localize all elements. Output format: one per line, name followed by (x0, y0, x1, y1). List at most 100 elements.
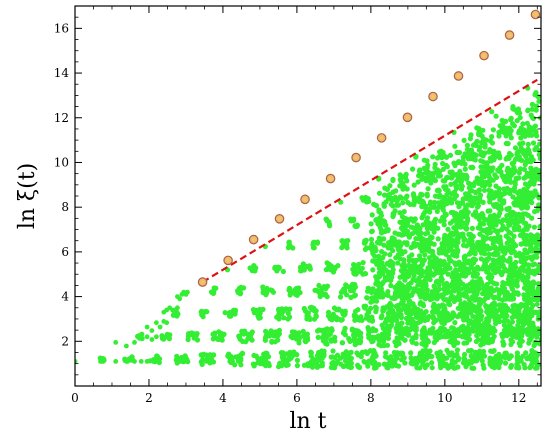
scatter-point (531, 168, 536, 173)
scatter-point (437, 270, 442, 275)
scatter-point (336, 317, 341, 322)
scatter-point (394, 326, 399, 331)
scatter-point (477, 196, 482, 201)
scatter-point (241, 331, 246, 336)
scatter-point (472, 315, 477, 320)
scatter-point (506, 236, 511, 241)
scatter-point (530, 107, 535, 112)
scatter-point (452, 260, 457, 265)
scatter-point (263, 329, 268, 334)
scatter-point (452, 253, 457, 258)
scatter-point (430, 365, 435, 370)
scatter-point (441, 316, 446, 321)
scatter-point (396, 364, 401, 369)
scatter-point (287, 353, 292, 358)
scatter-point (471, 323, 476, 328)
scatter-point (468, 250, 473, 255)
scatter-point (485, 231, 490, 236)
scatter-point (443, 187, 448, 192)
scatter-point (438, 328, 443, 333)
scatter-point (529, 257, 534, 262)
scatter-point (395, 283, 400, 288)
scatter-point (260, 284, 265, 289)
scatter-point (441, 292, 446, 297)
scatter-point (471, 196, 476, 201)
scatter-point (481, 234, 486, 239)
scatter-point (414, 359, 419, 364)
scatter-point (511, 225, 516, 230)
scatter-point (452, 320, 457, 325)
scatter-point (430, 235, 435, 240)
scatter-point (465, 143, 470, 148)
scatter-point (411, 202, 416, 207)
scatter-point (295, 363, 300, 368)
scatter-point (327, 223, 332, 228)
scatter-point (459, 187, 464, 192)
scatter-point (331, 312, 336, 317)
scatter-point (505, 168, 510, 173)
scatter-point (474, 297, 479, 302)
scatter-point (462, 138, 467, 143)
scatter-point (411, 241, 416, 246)
scatter-point (533, 132, 538, 137)
scatter-point (526, 131, 531, 136)
scatter-point (445, 175, 450, 180)
scatter-point (204, 309, 209, 314)
scatter-point (211, 359, 216, 364)
scatter-point (456, 275, 461, 280)
scatter-point (503, 361, 508, 366)
scatter-point (519, 147, 524, 152)
scatter-point (494, 222, 499, 227)
y-axis-title: ln ξ(t) (15, 163, 40, 229)
scatter-point (479, 351, 484, 356)
scatter-point (474, 333, 479, 338)
scatter-point (492, 300, 497, 305)
scatter-point (363, 271, 368, 276)
scatter-point (486, 209, 491, 214)
scatter-point (369, 229, 374, 234)
scatter-point (508, 296, 513, 301)
scatter-point (481, 341, 486, 346)
scatter-point (498, 359, 503, 364)
scatter-point (370, 212, 375, 217)
scatter-point (383, 350, 388, 355)
scatter-point (480, 128, 485, 133)
scatter-point (230, 359, 235, 364)
scatter-point (464, 286, 469, 291)
scatter-point (461, 341, 466, 346)
scatter-point (513, 145, 518, 150)
scatter-point (488, 277, 493, 282)
scatter-point (519, 359, 524, 364)
scatter-point (263, 335, 268, 340)
scatter-point (418, 301, 423, 306)
scatter-point (524, 304, 529, 309)
scatter-point (400, 181, 405, 186)
scatter-point (496, 296, 501, 301)
scatter-point (500, 173, 505, 178)
scatter-point (532, 178, 537, 183)
scatter-point (395, 245, 400, 250)
scatter-point (396, 252, 401, 257)
scatter-point (384, 362, 389, 367)
scatter-point (541, 289, 546, 294)
scatter-point (397, 239, 402, 244)
scatter-point (387, 183, 392, 188)
scatter-point (360, 350, 365, 355)
scatter-point (427, 255, 432, 260)
scatter-point (544, 342, 549, 347)
scatter-point (425, 240, 430, 245)
envelope-marker (454, 72, 462, 80)
scatter-point (501, 130, 506, 135)
scatter-point (460, 232, 465, 237)
scatter-point (532, 327, 537, 332)
scatter-point (400, 187, 405, 192)
scatter-point (468, 309, 473, 314)
scatter-point (442, 233, 447, 238)
scatter-point (430, 310, 435, 315)
scatter-point (281, 269, 286, 274)
scatter-point (547, 336, 550, 341)
scatter-point (463, 167, 468, 172)
scatter-point (275, 333, 280, 338)
scatter-point (444, 281, 449, 286)
scatter-point (348, 295, 353, 300)
